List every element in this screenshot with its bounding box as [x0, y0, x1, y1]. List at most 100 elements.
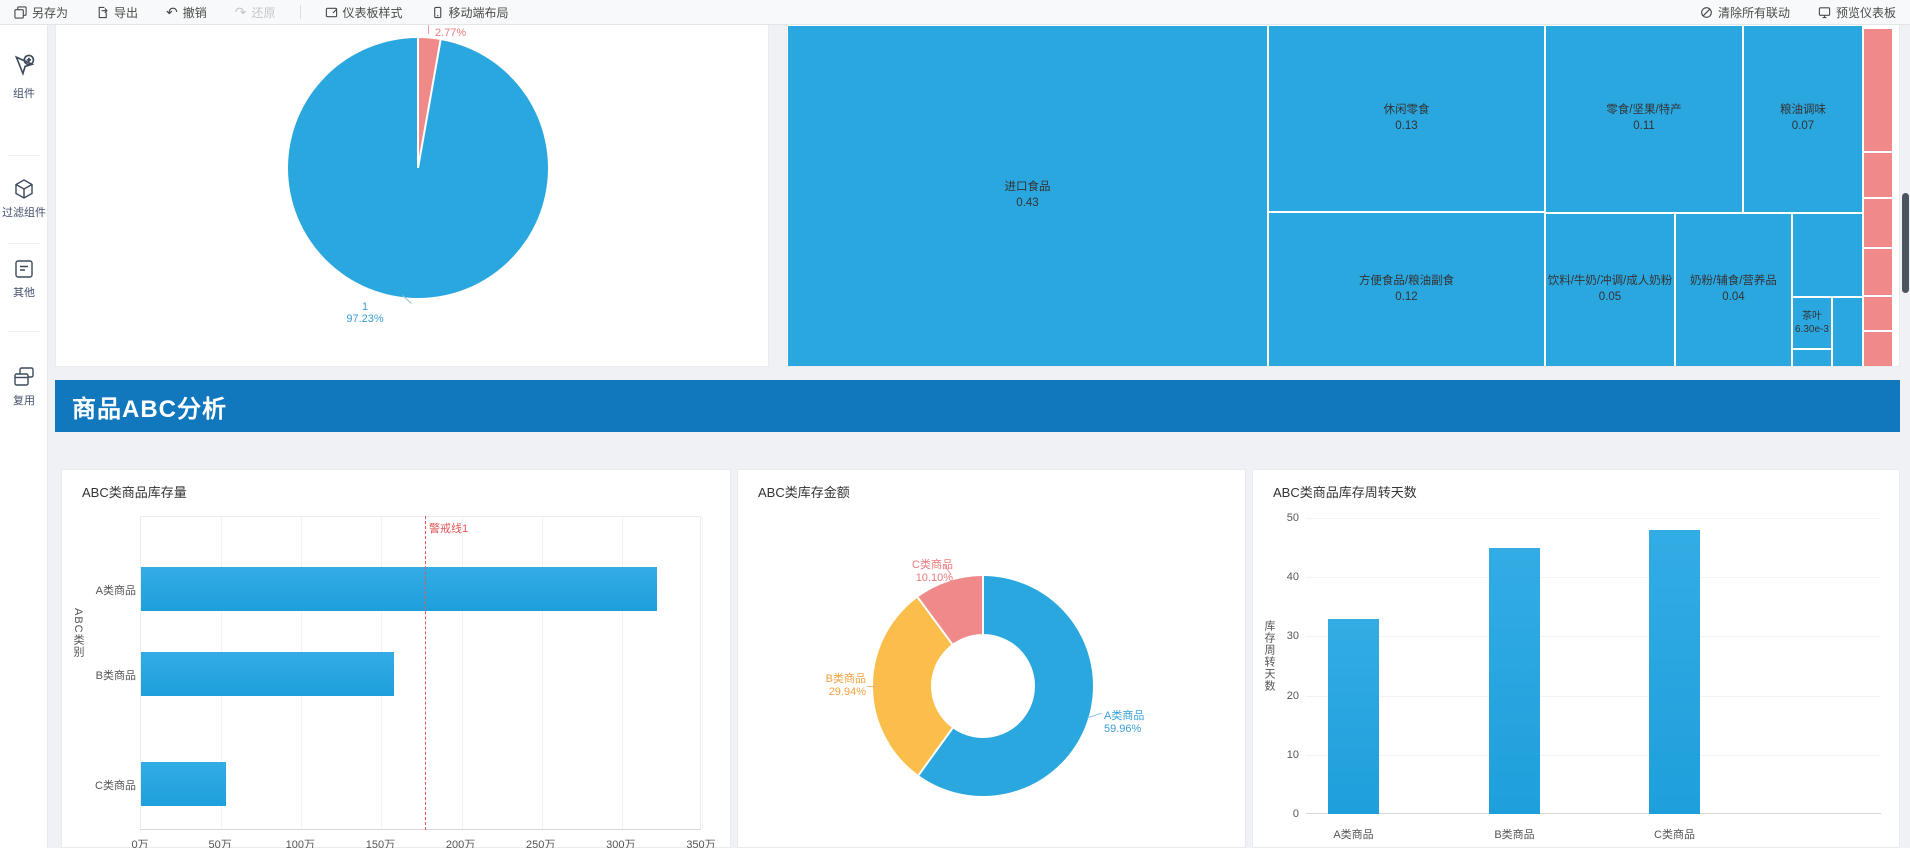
section-banner[interactable]: 商品ABC分析	[55, 380, 1900, 432]
x-axis-tick-label: 50万	[208, 839, 232, 848]
treemap-cell-small[interactable]	[1864, 249, 1892, 295]
chart-title: ABC类商品库存量	[82, 485, 187, 500]
bar[interactable]	[1328, 619, 1379, 814]
gridline	[1306, 518, 1881, 519]
preview-dashboard-button[interactable]: 预览仪表板	[1804, 0, 1910, 24]
treemap-cell[interactable]: 奶粉/辅食/营养品 0.04	[1676, 214, 1791, 366]
preview-dashboard-label: 预览仪表板	[1835, 5, 1896, 20]
x-axis-tick-label: 200万	[445, 839, 476, 848]
slice-name: C类商品	[912, 559, 953, 571]
treemap-cell[interactable]: 茶叶 6.30e-3	[1793, 298, 1831, 348]
sidebar-item-filter-components[interactable]: 过滤组件	[0, 177, 48, 219]
treemap-cell-value: 0.13	[1395, 119, 1418, 132]
treemap-cell[interactable]	[1833, 298, 1862, 366]
gridline	[621, 517, 623, 829]
treemap-cell-small[interactable]	[1864, 297, 1892, 330]
sidebar-item-others[interactable]: 其他	[0, 257, 48, 299]
treemap-cell-value: 0.11	[1633, 120, 1655, 132]
y-axis-title: 库存周转天数	[1263, 620, 1275, 692]
slice-name: B类商品	[825, 673, 866, 685]
treemap-cell[interactable]: 进口食品 0.43	[788, 26, 1267, 366]
bar[interactable]	[141, 567, 657, 611]
clear-linkage-icon	[1700, 6, 1713, 19]
undo-label: 撤销	[182, 5, 207, 20]
gridline	[702, 517, 703, 829]
slice-pct: 59.96%	[1104, 723, 1142, 735]
export-icon	[96, 6, 109, 19]
treemap-cell-value: 0.12	[1395, 290, 1418, 303]
abc-stock-qty-widget[interactable]: ABC类商品库存量 ABC类别 警戒线1 0万 50万 100万 150万 200万 25…	[61, 469, 731, 848]
category-label: A类商品	[1333, 829, 1374, 841]
dashboard-style-label: 仪表板样式	[342, 5, 403, 20]
toolbar-separator	[299, 5, 301, 19]
chart-title: ABC类商品库存周转天数	[1273, 485, 1417, 500]
sidebar-item-reuse[interactable]: 复用	[0, 365, 48, 407]
treemap-cell-value: 0.04	[1722, 291, 1745, 303]
treemap-cell-small[interactable]	[1864, 199, 1892, 247]
vertical-scrollbar-thumb[interactable]	[1901, 193, 1909, 293]
abc-stock-amount-widget[interactable]: ABC类库存金额 C类商品 10.10% B类商品 29.94% A类商品 59…	[737, 469, 1246, 848]
components-icon	[0, 52, 48, 82]
x-axis-tick-label: 300万	[606, 839, 636, 848]
pie-slice-separator	[417, 38, 419, 168]
turnover-plot-area	[1306, 518, 1881, 814]
y-axis-tick-label: 20	[1286, 689, 1299, 702]
treemap-cell-name: 茶叶	[1802, 310, 1822, 322]
pie-slice-pct: 97.23%	[346, 313, 384, 325]
sidebar-item-components[interactable]: 组件	[0, 52, 48, 100]
sidebar-item-label: 组件	[13, 88, 35, 100]
bar[interactable]	[1649, 530, 1700, 814]
y-axis-title: ABC类别	[72, 608, 84, 658]
redo-button[interactable]: ↷ 还原	[221, 0, 290, 24]
y-axis-tick-label: 0	[1292, 808, 1299, 820]
category-label: A类商品	[95, 585, 136, 597]
reuse-icon	[0, 365, 48, 389]
save-as-button[interactable]: 另存为	[0, 0, 82, 24]
treemap-cell[interactable]: 饮料/牛奶/冲调/成人奶粉 0.05	[1546, 214, 1674, 366]
bar[interactable]	[1489, 548, 1540, 814]
slice-pct: 29.94%	[828, 686, 866, 698]
dashboard-style-button[interactable]: 仪表板样式	[311, 0, 417, 24]
export-button[interactable]: 导出	[82, 0, 152, 24]
warning-line-label: 警戒线1	[429, 523, 469, 535]
redo-label: 还原	[251, 5, 276, 20]
redo-icon: ↷	[234, 4, 247, 20]
pie-slice-label: 1 97.23%	[330, 301, 400, 325]
gridline	[1306, 636, 1881, 638]
treemap-cell[interactable]: 休闲零食 0.13	[1269, 26, 1544, 211]
sidebar-item-label: 其他	[13, 287, 35, 299]
bar[interactable]	[141, 762, 226, 806]
treemap-cell[interactable]: 方便食品/粮油副食 0.12	[1269, 213, 1544, 366]
undo-button[interactable]: ↶ 撤销	[152, 0, 221, 24]
treemap-widget[interactable]: 进口食品 0.43 休闲零食 0.13 方便食品/粮油副食 0.12 零食/坚果/特产 0.1…	[786, 24, 1900, 367]
dashboard-style-icon	[325, 6, 338, 19]
gridline	[1306, 577, 1881, 579]
clear-linkage-button[interactable]: 清除所有联动	[1686, 0, 1804, 24]
x-axis-tick-label: 250万	[526, 839, 556, 848]
treemap-cell[interactable]: 粮油调味 0.07	[1744, 26, 1862, 212]
bar[interactable]	[141, 652, 394, 696]
treemap-cell[interactable]: 零食/坚果/特产 0.11	[1546, 26, 1742, 212]
treemap-cell-name: 奶粉/辅食/营养品	[1690, 275, 1777, 288]
treemap-cell-name: 方便食品/粮油副食	[1358, 274, 1455, 287]
treemap-cell-small[interactable]	[1864, 29, 1892, 151]
treemap-cell[interactable]	[1793, 350, 1831, 366]
sidebar-divider	[8, 243, 40, 244]
sidebar-divider	[8, 331, 40, 332]
y-axis-tick-label: 50	[1286, 512, 1299, 524]
x-axis-tick-label: 100万	[285, 839, 315, 848]
mobile-layout-button[interactable]: 移动端布局	[417, 0, 523, 24]
donut-slice-label: A类商品 59.96%	[1104, 710, 1204, 736]
treemap-cell[interactable]	[1793, 214, 1862, 296]
treemap-cell-value: 0.05	[1598, 291, 1622, 303]
vertical-scrollbar-track[interactable]	[1900, 25, 1910, 848]
pie-chart-widget[interactable]: 2.77% 1 97.23%	[55, 24, 769, 367]
category-label: B类商品	[1494, 829, 1535, 841]
treemap-cell-small[interactable]	[1864, 332, 1892, 366]
abc-turnover-days-widget[interactable]: ABC类商品库存周转天数 库存周转天数 0 10 20 30 40 50 A类商品 B类商品 C…	[1252, 469, 1900, 848]
x-axis-tick-label: 0万	[131, 839, 149, 848]
others-icon	[0, 257, 48, 281]
slice-name: A类商品	[1104, 710, 1145, 722]
treemap-cell-small[interactable]	[1864, 153, 1892, 197]
sidebar-divider	[8, 155, 40, 156]
